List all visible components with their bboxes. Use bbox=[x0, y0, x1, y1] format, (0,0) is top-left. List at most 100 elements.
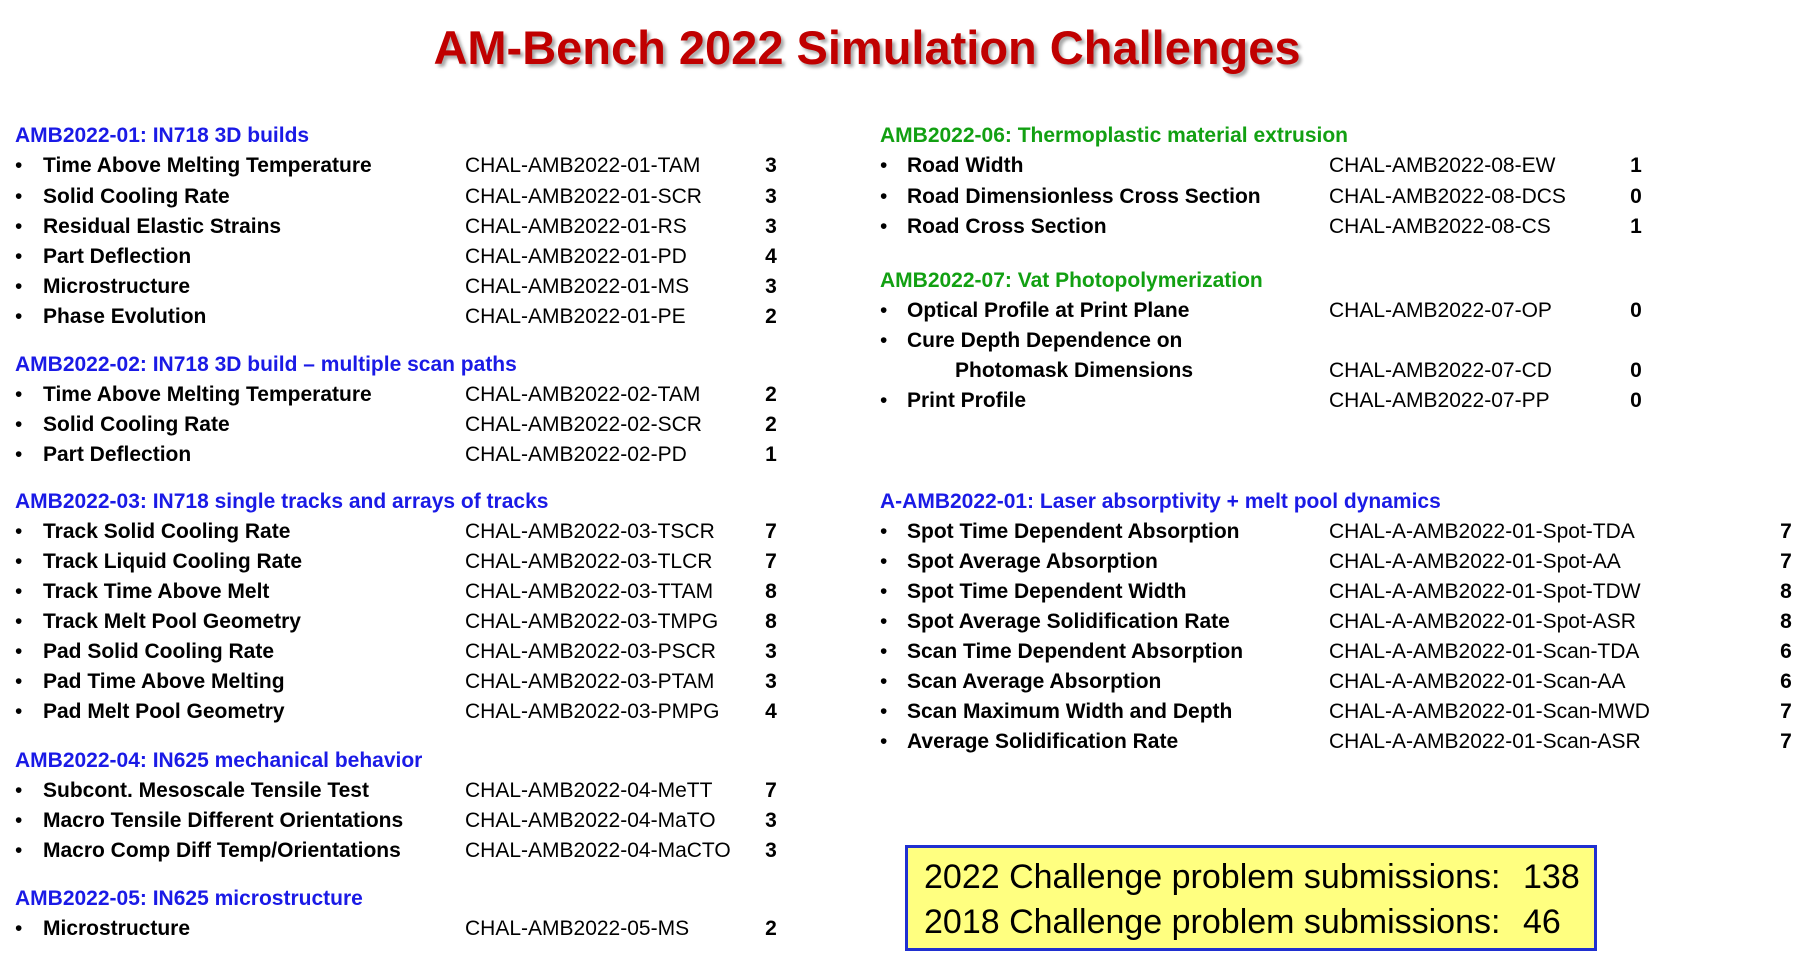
bullet: • bbox=[15, 808, 23, 832]
item-name: Scan Maximum Width and Depth bbox=[907, 700, 1233, 724]
bullet: • bbox=[880, 639, 888, 663]
submission-count: 1 bbox=[1630, 154, 1642, 178]
item-name: Cure Depth Dependence on bbox=[907, 329, 1183, 353]
section-heading: AMB2022-05: IN625 microstructure bbox=[15, 887, 363, 911]
submission-count: 0 bbox=[1630, 184, 1642, 208]
bullet: • bbox=[15, 549, 23, 573]
submission-count: 4 bbox=[765, 244, 777, 268]
bullet: • bbox=[15, 700, 23, 724]
submission-count: 3 bbox=[765, 639, 777, 663]
submission-count: 7 bbox=[1780, 519, 1792, 543]
bullet: • bbox=[15, 609, 23, 633]
challenge-code: CHAL-AMB2022-01-PE bbox=[465, 304, 686, 328]
item-name: Microstructure bbox=[43, 274, 191, 298]
section-heading: AMB2022-07: Vat Photopolymerization bbox=[880, 268, 1263, 292]
bullet: • bbox=[15, 184, 23, 208]
challenge-code: CHAL-AMB2022-03-PMPG bbox=[465, 700, 720, 724]
item-name: Solid Cooling Rate bbox=[43, 184, 230, 208]
submission-count: 7 bbox=[765, 549, 777, 573]
bullet: • bbox=[880, 700, 888, 724]
submission-count: 3 bbox=[765, 214, 777, 238]
section-heading: AMB2022-04: IN625 mechanical behavior bbox=[15, 748, 423, 772]
bullet: • bbox=[880, 579, 888, 603]
bullet: • bbox=[15, 274, 23, 298]
challenge-code: CHAL-AMB2022-02-TAM bbox=[465, 383, 701, 407]
challenge-code: CHAL-AMB2022-04-MaCTO bbox=[465, 838, 731, 862]
challenge-code: CHAL-AMB2022-03-PTAM bbox=[465, 670, 715, 694]
item-name: Solid Cooling Rate bbox=[43, 413, 230, 437]
bullet: • bbox=[15, 244, 23, 268]
challenge-code: CHAL-AMB2022-01-SCR bbox=[465, 184, 702, 208]
item-name: Road Dimensionless Cross Section bbox=[907, 184, 1261, 208]
submission-count: 7 bbox=[1780, 549, 1792, 573]
bullet: • bbox=[15, 670, 23, 694]
submission-count: 3 bbox=[765, 670, 777, 694]
bullet: • bbox=[880, 329, 888, 353]
bullet: • bbox=[15, 154, 23, 178]
submission-count: 7 bbox=[765, 519, 777, 543]
slide-title: AM-Bench 2022 Simulation Challenges bbox=[433, 21, 1301, 74]
bullet: • bbox=[15, 443, 23, 467]
section-heading: AMB2022-03: IN718 single tracks and arra… bbox=[15, 489, 549, 513]
bullet: • bbox=[15, 579, 23, 603]
submission-count: 0 bbox=[1630, 359, 1642, 383]
item-name: Road Cross Section bbox=[907, 214, 1107, 238]
item-name: Scan Time Dependent Absorption bbox=[907, 639, 1244, 663]
submission-count: 3 bbox=[765, 808, 777, 832]
bullet: • bbox=[880, 298, 888, 322]
submission-count: 8 bbox=[765, 579, 777, 603]
summary-value: 46 bbox=[1523, 903, 1561, 941]
submission-count: 2 bbox=[765, 413, 777, 437]
challenge-code: CHAL-AMB2022-07-PP bbox=[1329, 389, 1550, 413]
bullet: • bbox=[15, 917, 23, 941]
section-heading: AMB2022-01: IN718 3D builds bbox=[15, 124, 310, 148]
item-name: Time Above Melting Temperature bbox=[43, 154, 372, 178]
challenge-code: CHAL-AMB2022-08-DCS bbox=[1329, 184, 1566, 208]
submission-count: 7 bbox=[765, 778, 777, 802]
submission-count: 1 bbox=[1630, 214, 1642, 238]
bullet: • bbox=[15, 214, 23, 238]
challenge-code: CHAL-AMB2022-08-EW bbox=[1329, 154, 1556, 178]
bullet: • bbox=[15, 519, 23, 543]
item-name: Phase Evolution bbox=[43, 304, 207, 328]
bullet: • bbox=[15, 383, 23, 407]
challenge-code: CHAL-AMB2022-05-MS bbox=[465, 917, 690, 941]
submission-count: 8 bbox=[1780, 609, 1792, 633]
bullet: • bbox=[15, 413, 23, 437]
challenge-code: CHAL-A-AMB2022-01-Scan-MWD bbox=[1329, 700, 1650, 724]
item-name: Pad Solid Cooling Rate bbox=[43, 639, 275, 663]
submission-count: 3 bbox=[765, 184, 777, 208]
item-name: Macro Tensile Different Orientations bbox=[43, 808, 404, 832]
submission-count: 0 bbox=[1630, 298, 1642, 322]
item-name: Road Width bbox=[907, 154, 1024, 178]
submission-count: 7 bbox=[1780, 730, 1792, 754]
challenge-code: CHAL-AMB2022-02-SCR bbox=[465, 413, 702, 437]
challenge-code: CHAL-AMB2022-01-MS bbox=[465, 274, 690, 298]
item-name: Time Above Melting Temperature bbox=[43, 383, 372, 407]
bullet: • bbox=[880, 154, 888, 178]
section-heading: AMB2022-02: IN718 3D build – multiple sc… bbox=[15, 353, 517, 377]
item-name: Scan Average Absorption bbox=[907, 670, 1162, 694]
submission-count: 6 bbox=[1780, 639, 1792, 663]
item-name: Spot Time Dependent Width bbox=[907, 579, 1187, 603]
challenge-code: CHAL-AMB2022-07-OP bbox=[1329, 298, 1552, 322]
item-name: Track Time Above Melt bbox=[43, 579, 270, 603]
item-name: Pad Time Above Melting bbox=[43, 670, 285, 694]
section-heading: A-AMB2022-01: Laser absorptivity + melt … bbox=[880, 489, 1441, 513]
challenge-code: CHAL-AMB2022-01-RS bbox=[465, 214, 687, 238]
submission-count: 3 bbox=[765, 154, 777, 178]
challenge-code: CHAL-AMB2022-03-TLCR bbox=[465, 549, 713, 573]
challenge-code: CHAL-AMB2022-04-MeTT bbox=[465, 778, 713, 802]
item-name: Macro Comp Diff Temp/Orientations bbox=[43, 838, 401, 862]
challenge-code: CHAL-A-AMB2022-01-Spot-TDW bbox=[1329, 579, 1641, 603]
bullet: • bbox=[880, 184, 888, 208]
item-name: Track Solid Cooling Rate bbox=[43, 519, 291, 543]
bullet: • bbox=[15, 304, 23, 328]
item-name: Subcont. Mesoscale Tensile Test bbox=[43, 778, 369, 802]
item-name: Spot Average Absorption bbox=[907, 549, 1158, 573]
submission-count: 3 bbox=[765, 274, 777, 298]
challenge-code: CHAL-AMB2022-03-TSCR bbox=[465, 519, 715, 543]
submission-count: 6 bbox=[1780, 670, 1792, 694]
challenge-code: CHAL-AMB2022-07-CD bbox=[1329, 359, 1552, 383]
